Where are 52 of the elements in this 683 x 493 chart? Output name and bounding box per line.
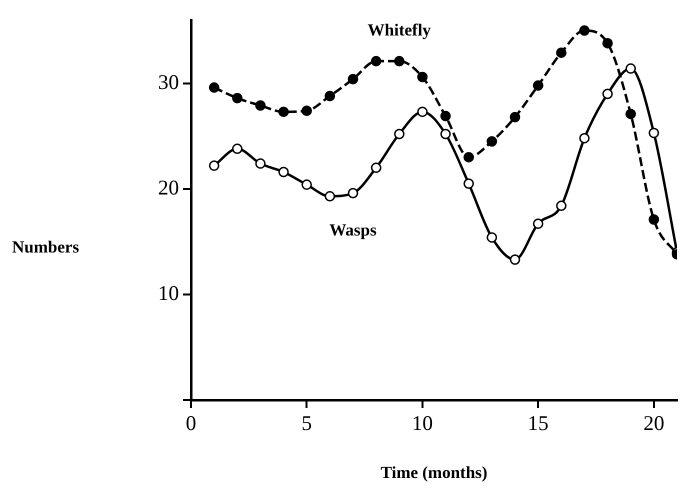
point — [348, 188, 358, 198]
point — [301, 106, 312, 116]
point — [440, 128, 451, 140]
point — [394, 56, 405, 66]
point — [510, 112, 520, 122]
point — [348, 74, 358, 84]
point — [278, 106, 289, 118]
point — [486, 232, 498, 243]
point — [579, 132, 590, 144]
x-tick-label: 15 — [528, 411, 549, 436]
point — [463, 178, 474, 189]
point — [394, 128, 405, 140]
point — [602, 38, 613, 48]
x-tick-label: 0 — [186, 411, 196, 436]
x-tick-label: 10 — [412, 411, 433, 436]
point — [417, 72, 428, 82]
point — [510, 254, 520, 265]
y-tick-label: 10 — [158, 280, 179, 305]
point — [370, 162, 382, 174]
series-label: Whitefly — [368, 20, 432, 40]
x-axis-title: Time (months) — [380, 463, 488, 482]
point — [324, 191, 336, 202]
point — [208, 160, 220, 171]
y-axis-title: Numbers — [12, 237, 80, 256]
x-tick-label: 5 — [301, 411, 312, 436]
y-tick-label: 30 — [158, 70, 179, 94]
point — [324, 90, 336, 102]
point — [440, 110, 451, 122]
point — [602, 88, 613, 100]
point — [556, 47, 567, 58]
point — [532, 80, 544, 91]
point — [648, 128, 660, 138]
point — [232, 92, 243, 104]
point — [370, 56, 382, 66]
point — [532, 218, 544, 229]
point — [579, 25, 590, 36]
series-label: Wasps — [329, 220, 378, 240]
point — [301, 179, 312, 190]
point — [255, 100, 266, 111]
point — [463, 152, 474, 162]
point — [648, 214, 660, 225]
point — [486, 136, 498, 147]
point — [278, 166, 289, 178]
point — [208, 82, 220, 93]
x-tick-label: 20 — [643, 411, 664, 436]
y-tick-label: 20 — [158, 175, 179, 200]
point — [255, 158, 266, 169]
point — [556, 200, 567, 212]
point — [232, 144, 243, 154]
point — [625, 63, 636, 74]
point — [417, 106, 428, 118]
point — [625, 108, 636, 120]
